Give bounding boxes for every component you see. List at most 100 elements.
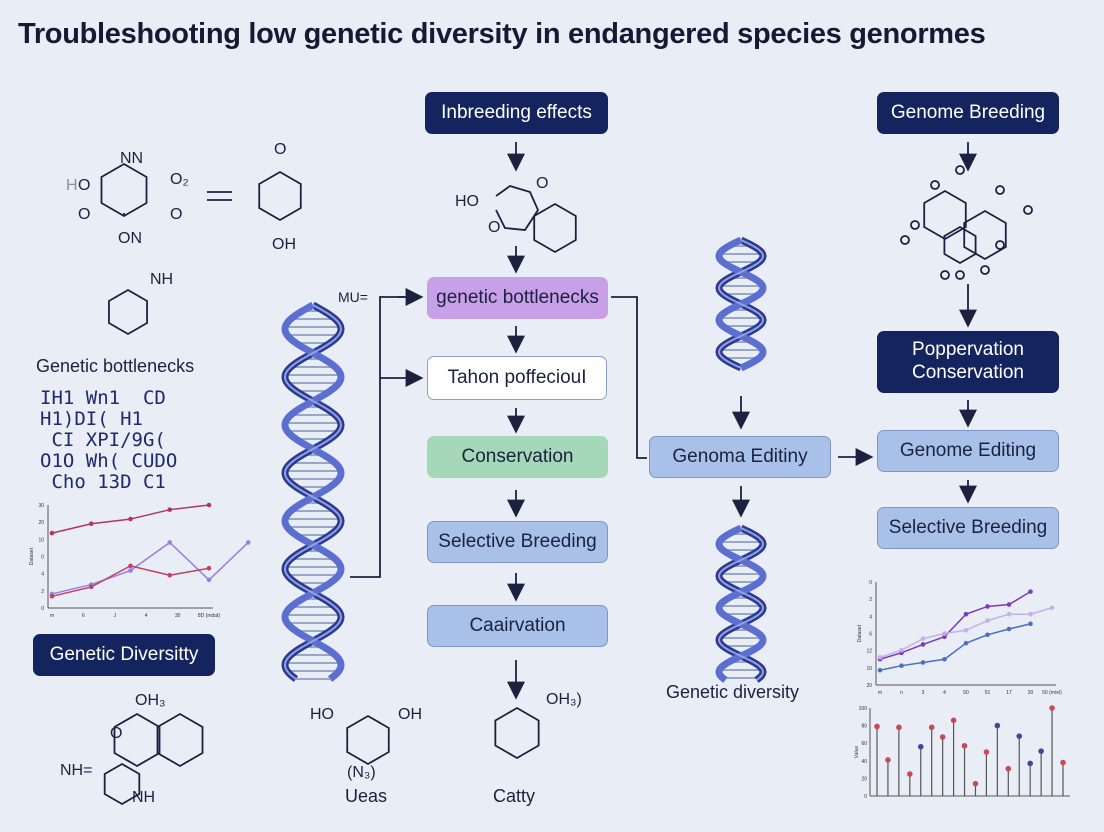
oxygen-atom-icon bbox=[1023, 205, 1033, 215]
x-tick-label: 8D (mdat) bbox=[198, 613, 221, 619]
box-selective-breeding-right: Selective Breeding bbox=[877, 507, 1059, 549]
box-genome-editing: Genome Editing bbox=[877, 430, 1059, 472]
y-tick-label: 10 bbox=[38, 537, 44, 543]
data-point bbox=[1028, 589, 1033, 594]
atom-label: NH= bbox=[60, 762, 92, 779]
atom-label: NH bbox=[132, 789, 155, 806]
atom-label: OH bbox=[272, 236, 296, 253]
y-tick-label: 0 bbox=[41, 555, 44, 561]
oxygen-atom-icon bbox=[955, 270, 965, 280]
benzene-ring-icon bbox=[258, 170, 302, 222]
dna-helix-group bbox=[281, 236, 767, 683]
data-point bbox=[128, 516, 133, 522]
data-point bbox=[942, 634, 947, 640]
data-point bbox=[88, 521, 94, 527]
dna-strand-highlight bbox=[283, 304, 343, 680]
x-tick-label: J bbox=[114, 613, 117, 619]
atom-label: HO bbox=[310, 706, 334, 723]
data-point bbox=[1028, 621, 1033, 627]
data-point bbox=[167, 572, 173, 578]
data-point bbox=[942, 656, 947, 662]
label-genetic-bottlenecks: Genetic bottlenecks bbox=[36, 356, 195, 376]
y-tick-label: 6 bbox=[869, 632, 872, 638]
series-line bbox=[879, 591, 1031, 660]
y-tick-label: 4 bbox=[41, 572, 44, 578]
lollipop-dot bbox=[1038, 748, 1044, 754]
y-tick-label: 30 bbox=[38, 503, 44, 509]
benzene-ring-icon bbox=[113, 712, 161, 768]
y-tick-label: 20 bbox=[866, 683, 872, 689]
page-title: Troubleshooting low genetic diversity in… bbox=[18, 18, 986, 50]
data-point bbox=[899, 647, 904, 653]
y-axis-label: Dataset bbox=[857, 624, 863, 642]
x-tick-label: 51 bbox=[985, 690, 991, 696]
data-point bbox=[1006, 602, 1012, 607]
data-point bbox=[985, 604, 990, 609]
dna-strand-highlight bbox=[717, 527, 765, 681]
lollipop-dot bbox=[885, 757, 891, 763]
x-tick-label: 3 bbox=[922, 690, 925, 696]
y-tick-label: 20 bbox=[38, 520, 44, 526]
box-conservation: Conservation bbox=[427, 436, 608, 478]
box-genetic-bottlenecks: genetic bottlenecks bbox=[427, 277, 608, 319]
data-point bbox=[49, 530, 55, 536]
x-tick-label: 4 bbox=[145, 613, 148, 619]
y-tick-label: 20 bbox=[861, 776, 867, 782]
atom-label: O bbox=[488, 219, 500, 236]
x-tick-label: 4 bbox=[943, 690, 946, 696]
y-tick-label: 12 bbox=[866, 649, 872, 655]
x-tick-label: 6 bbox=[82, 613, 85, 619]
box-genetic-diversitty: Genetic Diversitty bbox=[33, 634, 215, 676]
y-tick-label: 0 bbox=[864, 794, 867, 800]
data-point bbox=[963, 627, 969, 633]
oxygen-atom-icon bbox=[995, 240, 1005, 250]
y-tick-label: 4 bbox=[869, 614, 872, 620]
connector bbox=[611, 296, 647, 459]
data-point bbox=[128, 568, 133, 573]
x-tick-label: 50 (m/el) bbox=[1042, 690, 1062, 696]
box-genome-breeding: Genome Breeding bbox=[877, 92, 1059, 134]
molecule-structures bbox=[100, 162, 1033, 806]
y-tick-label: 40 bbox=[861, 759, 867, 765]
lollipop-dot bbox=[907, 771, 913, 777]
x-tick-label: m bbox=[878, 690, 882, 696]
lollipop-dot bbox=[1016, 733, 1023, 739]
data-point bbox=[167, 540, 173, 545]
lollipop-dot bbox=[928, 724, 935, 731]
lollipop-dot bbox=[950, 717, 957, 724]
connector bbox=[350, 288, 424, 578]
atom-label: O bbox=[170, 206, 182, 223]
benzene-ring-icon bbox=[108, 288, 148, 336]
atom-label: OH₃ bbox=[135, 692, 166, 709]
data-point bbox=[88, 584, 94, 590]
atom-label: O bbox=[274, 141, 286, 158]
y-tick-label: 60 bbox=[861, 741, 867, 747]
lollipop-dot bbox=[1005, 765, 1012, 772]
x-tick-label: 20 bbox=[1028, 690, 1034, 696]
x-tick-label: 17 bbox=[1006, 690, 1012, 696]
flow-arrows bbox=[207, 142, 977, 700]
atom-label: ON bbox=[118, 230, 142, 247]
data-point bbox=[899, 663, 904, 668]
sequence-line: O1O Wh( CUDO bbox=[40, 450, 178, 472]
benzene-ring-icon bbox=[943, 225, 977, 265]
data-point bbox=[920, 660, 926, 665]
atom-label: OH bbox=[398, 706, 422, 723]
y-tick-label: 0 bbox=[41, 606, 44, 612]
y-axis-label: Dataset bbox=[29, 547, 35, 565]
data-point bbox=[920, 642, 926, 647]
sequence-text-block: IH1 Wn1 CD H1)DI( H1 CI XPI/9G(O1O Wh( CU… bbox=[40, 388, 177, 493]
lollipop-dot bbox=[917, 743, 924, 750]
data-point bbox=[245, 540, 251, 545]
atom-label: O bbox=[78, 177, 90, 194]
data-point bbox=[128, 563, 133, 569]
sequence-line: Cho 13D C1 bbox=[40, 471, 166, 493]
lollipop-dot bbox=[1060, 759, 1066, 766]
lollipop-dot bbox=[972, 780, 979, 787]
atom-label: O bbox=[536, 175, 548, 192]
lollipop-dot bbox=[994, 722, 1001, 729]
molecule-labels: NN H O O₂ O O ON O OH NH HO O O OH₃ O NH… bbox=[60, 141, 582, 806]
benzene-ring-icon bbox=[923, 189, 967, 241]
atom-label: (N₃) bbox=[347, 764, 376, 781]
dna-strand-highlight bbox=[717, 239, 765, 369]
